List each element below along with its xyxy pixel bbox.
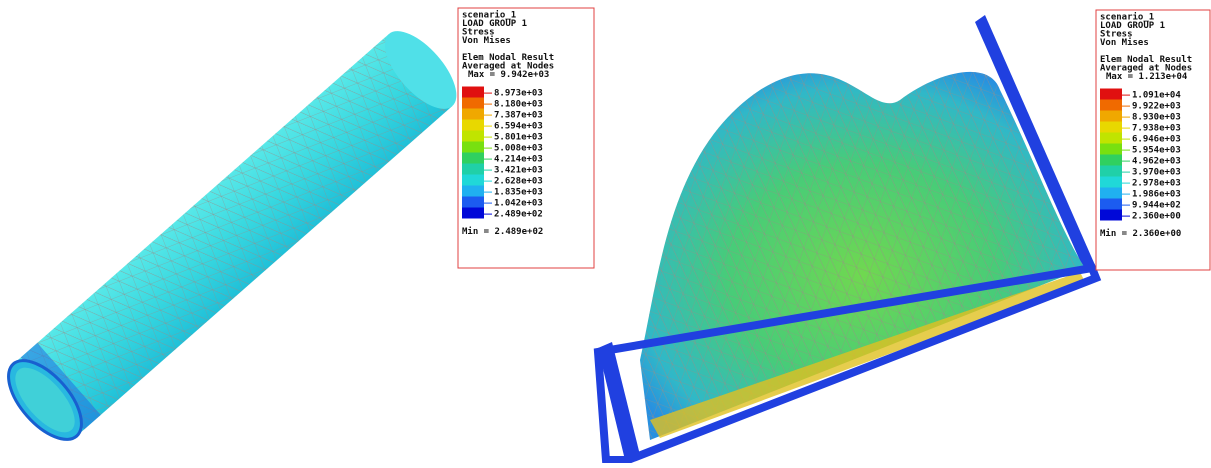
scale-label: 4.214e+03 bbox=[494, 155, 543, 165]
scale-label: 8.973e+03 bbox=[494, 89, 543, 99]
scale-label: 2.628e+03 bbox=[494, 177, 543, 187]
color-band bbox=[462, 153, 484, 164]
color-band bbox=[462, 87, 484, 98]
scale-label: 8.180e+03 bbox=[494, 100, 543, 110]
scale-label: 7.387e+03 bbox=[494, 111, 543, 121]
color-band bbox=[1100, 210, 1122, 221]
color-band bbox=[462, 98, 484, 109]
color-band bbox=[1100, 188, 1122, 199]
color-band bbox=[462, 131, 484, 142]
color-band bbox=[462, 164, 484, 175]
scale-label: 2.489e+02 bbox=[494, 210, 543, 220]
color-band bbox=[1100, 155, 1122, 166]
scale-label: 7.938e+03 bbox=[1132, 124, 1181, 134]
scale-label: 5.801e+03 bbox=[494, 133, 543, 143]
color-band bbox=[462, 142, 484, 153]
scale-label: 1.042e+03 bbox=[494, 199, 543, 209]
scale-label: 2.360e+00 bbox=[1132, 212, 1181, 222]
color-band bbox=[1100, 133, 1122, 144]
color-band bbox=[1100, 89, 1122, 100]
scale-label: 1.986e+03 bbox=[1132, 190, 1181, 200]
color-band bbox=[462, 186, 484, 197]
color-band bbox=[462, 120, 484, 131]
color-band bbox=[1100, 122, 1122, 133]
scale-label: 5.954e+03 bbox=[1132, 146, 1181, 156]
scale-label: 3.970e+03 bbox=[1132, 168, 1181, 178]
scale-label: 6.594e+03 bbox=[494, 122, 543, 132]
color-band bbox=[1100, 144, 1122, 155]
tube-model bbox=[0, 19, 469, 451]
legend-header-line: Von Mises bbox=[462, 35, 511, 46]
color-band bbox=[462, 197, 484, 208]
color-band bbox=[1100, 100, 1122, 111]
scale-label: 3.421e+03 bbox=[494, 166, 543, 176]
legend-min: Min = 2.489e+02 bbox=[462, 226, 543, 237]
color-band bbox=[462, 175, 484, 186]
color-band bbox=[1100, 177, 1122, 188]
scale-label: 6.946e+03 bbox=[1132, 135, 1181, 145]
scale-label: 9.944e+02 bbox=[1132, 201, 1181, 211]
vessel-model bbox=[598, 15, 1096, 460]
scale-label: 1.835e+03 bbox=[494, 188, 543, 198]
scale-label: 9.922e+03 bbox=[1132, 102, 1181, 112]
color-band bbox=[1100, 199, 1122, 210]
legend-min: Min = 2.360e+00 bbox=[1100, 228, 1181, 239]
color-band bbox=[1100, 111, 1122, 122]
scale-label: 5.008e+03 bbox=[494, 144, 543, 154]
screen: scenario_1LOAD GROUP 1StressVon MisesEle… bbox=[0, 0, 1211, 463]
color-band bbox=[1100, 166, 1122, 177]
scale-label: 8.930e+03 bbox=[1132, 113, 1181, 123]
scale-label: 4.962e+03 bbox=[1132, 157, 1181, 167]
legend-header-line: Von Mises bbox=[1100, 37, 1149, 48]
color-band bbox=[462, 109, 484, 120]
scale-label: 1.091e+04 bbox=[1132, 91, 1181, 101]
color-band bbox=[462, 208, 484, 219]
legend-max: Max = 1.213e+04 bbox=[1106, 72, 1188, 82]
legend-max: Max = 9.942e+03 bbox=[468, 70, 549, 80]
scale-label: 2.978e+03 bbox=[1132, 179, 1181, 189]
